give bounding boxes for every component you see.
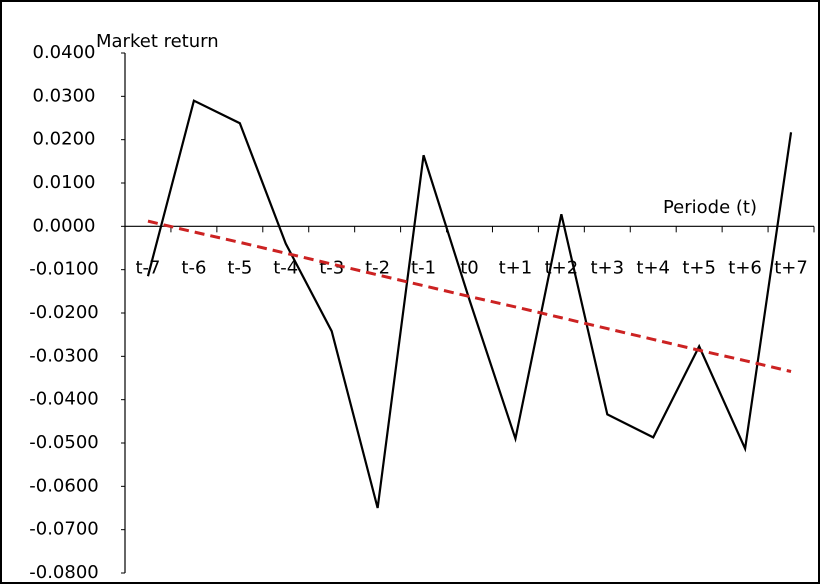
x-tick-label: t-5	[227, 257, 252, 278]
y-axis-label: Market return	[96, 31, 219, 52]
y-tick-label: -0.0200	[29, 302, 98, 323]
x-axis-label: Periode (t)	[663, 197, 757, 218]
x-tick-label: t+2	[545, 257, 579, 278]
y-tick-label: 0.0400	[33, 42, 96, 63]
x-tick-label: t+4	[636, 257, 670, 278]
x-tick-label: t-2	[365, 257, 390, 278]
x-tick-label: t-4	[273, 257, 298, 278]
y-tick-label: -0.0400	[29, 389, 98, 410]
x-tick-label: t-6	[181, 257, 206, 278]
y-tick-label: -0.0800	[29, 562, 98, 583]
x-tick-label: t+6	[728, 257, 762, 278]
y-tick-label: 0.0200	[33, 129, 96, 150]
x-tick-label: t0	[460, 257, 479, 278]
x-tick-label: t+5	[682, 257, 716, 278]
x-tick-label: t-7	[135, 257, 160, 278]
y-tick-label: 0.0100	[33, 172, 96, 193]
x-tick-label: t+7	[774, 257, 808, 278]
y-tick-label: -0.0500	[29, 432, 98, 453]
y-tick-label: 0.0000	[33, 215, 96, 236]
y-tick-label: -0.0300	[29, 345, 98, 366]
data-line	[147, 219, 792, 373]
x-tick-label: t+3	[591, 257, 625, 278]
data-line	[146, 99, 793, 509]
x-tick-label: t+1	[499, 257, 533, 278]
y-tick-label: 0.0300	[33, 85, 96, 106]
y-tick-label: -0.0700	[29, 519, 98, 540]
y-tick-label: -0.0600	[29, 475, 98, 496]
y-tick-label: -0.0100	[29, 259, 98, 280]
x-tick-label: t-1	[411, 257, 436, 278]
